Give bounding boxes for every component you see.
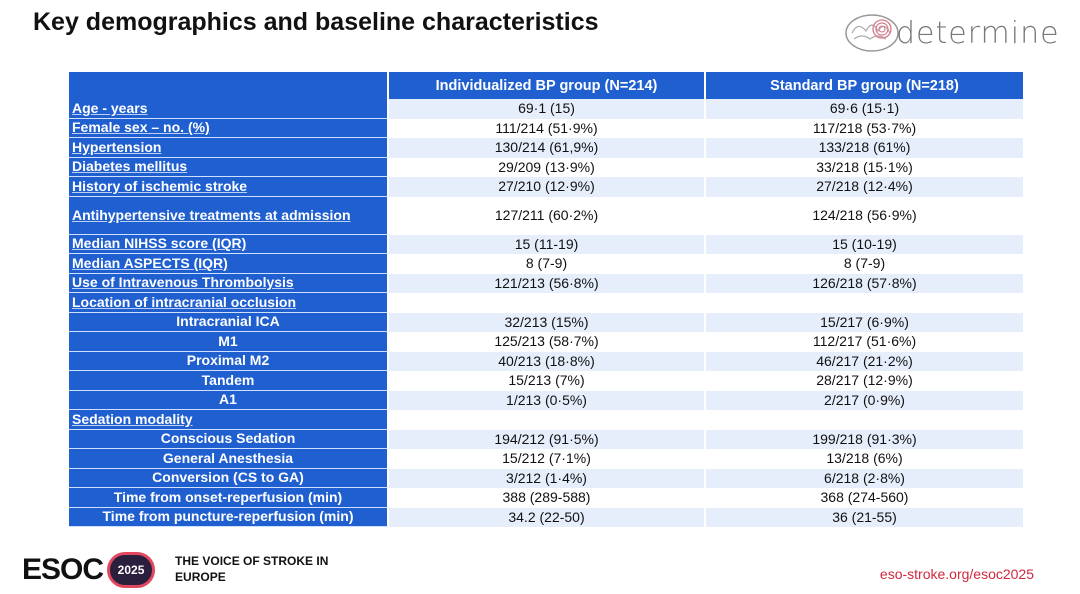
row-label: Proximal M2: [69, 351, 389, 371]
esoc-tagline: THE VOICE OF STROKE IN EUROPE: [175, 554, 329, 584]
individualized-value: 3/212 (1·4%): [389, 468, 706, 488]
individualized-value: 130/214 (61,9%): [389, 138, 706, 158]
table-row: Proximal M2 40/213 (18·8%) 46/217 (21·2%): [69, 351, 1023, 371]
row-label: Age - years: [69, 99, 389, 119]
individualized-value: 8 (7-9): [389, 254, 706, 274]
standard-value: 2/217 (0·9%): [706, 390, 1023, 410]
standard-value: 117/218 (53·7%): [706, 118, 1023, 138]
row-label: Sedation modality: [69, 410, 389, 430]
standard-value: 33/218 (15·1%): [706, 157, 1023, 177]
logo-text: determine: [896, 15, 1060, 51]
table-body: Age - years 69·1 (15) 69·6 (15·1) Female se…: [69, 99, 1023, 527]
individualized-value: 15/213 (7%): [389, 371, 706, 391]
table-row: A1 1/213 (0·5%) 2/217 (0·9%): [69, 390, 1023, 410]
table-row: Age - years 69·1 (15) 69·6 (15·1): [69, 99, 1023, 119]
individualized-value: 194/212 (91·5%): [389, 429, 706, 449]
individualized-value: 69·1 (15): [389, 99, 706, 119]
table-row: General Anesthesia 15/212 (7·1%) 13/218 (6…: [69, 449, 1023, 469]
table-row: Intracranial ICA 32/213 (15%) 15/217 (6·9%…: [69, 312, 1023, 332]
standard-value: 46/217 (21·2%): [706, 351, 1023, 371]
standard-value: 124/218 (56·9%): [706, 196, 1023, 235]
individualized-value: 388 (289-588): [389, 488, 706, 508]
row-label: Median NIHSS score (IQR): [69, 234, 389, 254]
individualized-value: [389, 293, 706, 313]
esoc-wordmark: ESOC: [22, 553, 104, 586]
individualized-value: 40/213 (18·8%): [389, 351, 706, 371]
brain-fingerprint-icon: [845, 14, 899, 52]
individualized-value: 32/213 (15%): [389, 312, 706, 332]
row-label: M1: [69, 332, 389, 352]
individualized-value: 111/214 (51·9%): [389, 118, 706, 138]
table-row: Conscious Sedation 194/212 (91·5%) 199/218…: [69, 429, 1023, 449]
row-label: Antihypertensive treatments at admission: [69, 196, 389, 235]
table-row: Tandem 15/213 (7%) 28/217 (12·9%): [69, 371, 1023, 391]
table-header-row: Individualized BP group (N=214) Standard…: [69, 72, 1023, 99]
standard-value: 368 (274-560): [706, 488, 1023, 508]
row-label: Tandem: [69, 371, 389, 391]
header-blank: [69, 72, 389, 99]
footer-url: eso-stroke.org/esoc2025: [879, 566, 1034, 582]
table-row: Conversion (CS to GA) 3/212 (1·4%) 6/218 (…: [69, 468, 1023, 488]
individualized-value: 15/212 (7·1%): [389, 449, 706, 469]
table-row: Median NIHSS score (IQR) 15 (11-19) 15 (10…: [69, 234, 1023, 254]
table-row: Female sex – no. (%) 111/214 (51·9%) 117/2…: [69, 118, 1023, 138]
standard-value: 27/218 (12·4%): [706, 177, 1023, 197]
row-label: Intracranial ICA: [69, 312, 389, 332]
standard-value: 15/217 (6·9%): [706, 312, 1023, 332]
row-label: Hypertension: [69, 138, 389, 158]
standard-value: [706, 293, 1023, 313]
table-row: Location of intracranial occlusion: [69, 293, 1023, 313]
row-label: Time from onset-reperfusion (min): [69, 488, 389, 508]
table-row: Diabetes mellitus 29/209 (13·9%) 33/218 (1…: [69, 157, 1023, 177]
esoc-year-badge: 2025: [107, 552, 156, 588]
individualized-value: 29/209 (13·9%): [389, 157, 706, 177]
row-label: Diabetes mellitus: [69, 157, 389, 177]
row-label: Median ASPECTS (IQR): [69, 254, 389, 274]
individualized-value: 34.2 (22-50): [389, 507, 706, 527]
table-row: Antihypertensive treatments at admission…: [69, 196, 1023, 235]
standard-value: 199/218 (91·3%): [706, 429, 1023, 449]
row-label: Location of intracranial occlusion: [69, 293, 389, 313]
row-label: Use of Intravenous Thrombolysis: [69, 273, 389, 293]
table-row: Time from onset-reperfusion (min) 388 (28…: [69, 488, 1023, 508]
determine-logo: determine: [842, 8, 1074, 58]
slide-title: Key demographics and baseline characteri…: [33, 8, 599, 36]
individualized-value: 125/213 (58·7%): [389, 332, 706, 352]
row-label: Conversion (CS to GA): [69, 468, 389, 488]
row-label: Time from puncture-reperfusion (min): [69, 507, 389, 527]
standard-value: 15 (10-19): [706, 234, 1023, 254]
header-individualized: Individualized BP group (N=214): [389, 72, 706, 99]
standard-value: 13/218 (6%): [706, 449, 1023, 469]
demographics-table: Individualized BP group (N=214) Standard…: [69, 72, 1023, 527]
table-row: Use of Intravenous Thrombolysis 121/213 (…: [69, 273, 1023, 293]
individualized-value: 127/211 (60·2%): [389, 196, 706, 235]
standard-value: 8 (7-9): [706, 254, 1023, 274]
individualized-value: 15 (11-19): [389, 234, 706, 254]
individualized-value: 27/210 (12·9%): [389, 177, 706, 197]
row-label: General Anesthesia: [69, 449, 389, 469]
esoc-logo: ESOC 2025 THE VOICE OF STROKE IN EUROPE: [22, 552, 335, 588]
row-label: Female sex – no. (%): [69, 118, 389, 138]
table-row: Hypertension 130/214 (61,9%) 133/218 (61%): [69, 138, 1023, 158]
individualized-value: 121/213 (56·8%): [389, 273, 706, 293]
table-row: Time from puncture-reperfusion (min) 34.2…: [69, 507, 1023, 527]
table-row: M1 125/213 (58·7%) 112/217 (51·6%): [69, 332, 1023, 352]
individualized-value: [389, 410, 706, 430]
standard-value: 126/218 (57·8%): [706, 273, 1023, 293]
row-label: A1: [69, 390, 389, 410]
standard-value: 112/217 (51·6%): [706, 332, 1023, 352]
row-label: Conscious Sedation: [69, 429, 389, 449]
table-row: Sedation modality: [69, 410, 1023, 430]
individualized-value: 1/213 (0·5%): [389, 390, 706, 410]
header-standard: Standard BP group (N=218): [706, 72, 1023, 99]
table-row: History of ischemic stroke 27/210 (12·9%)…: [69, 177, 1023, 197]
table-row: Median ASPECTS (IQR) 8 (7-9) 8 (7-9): [69, 254, 1023, 274]
standard-value: 133/218 (61%): [706, 138, 1023, 158]
standard-value: [706, 410, 1023, 430]
standard-value: 36 (21-55): [706, 507, 1023, 527]
standard-value: 69·6 (15·1): [706, 99, 1023, 119]
row-label: History of ischemic stroke: [69, 177, 389, 197]
standard-value: 6/218 (2·8%): [706, 468, 1023, 488]
standard-value: 28/217 (12·9%): [706, 371, 1023, 391]
